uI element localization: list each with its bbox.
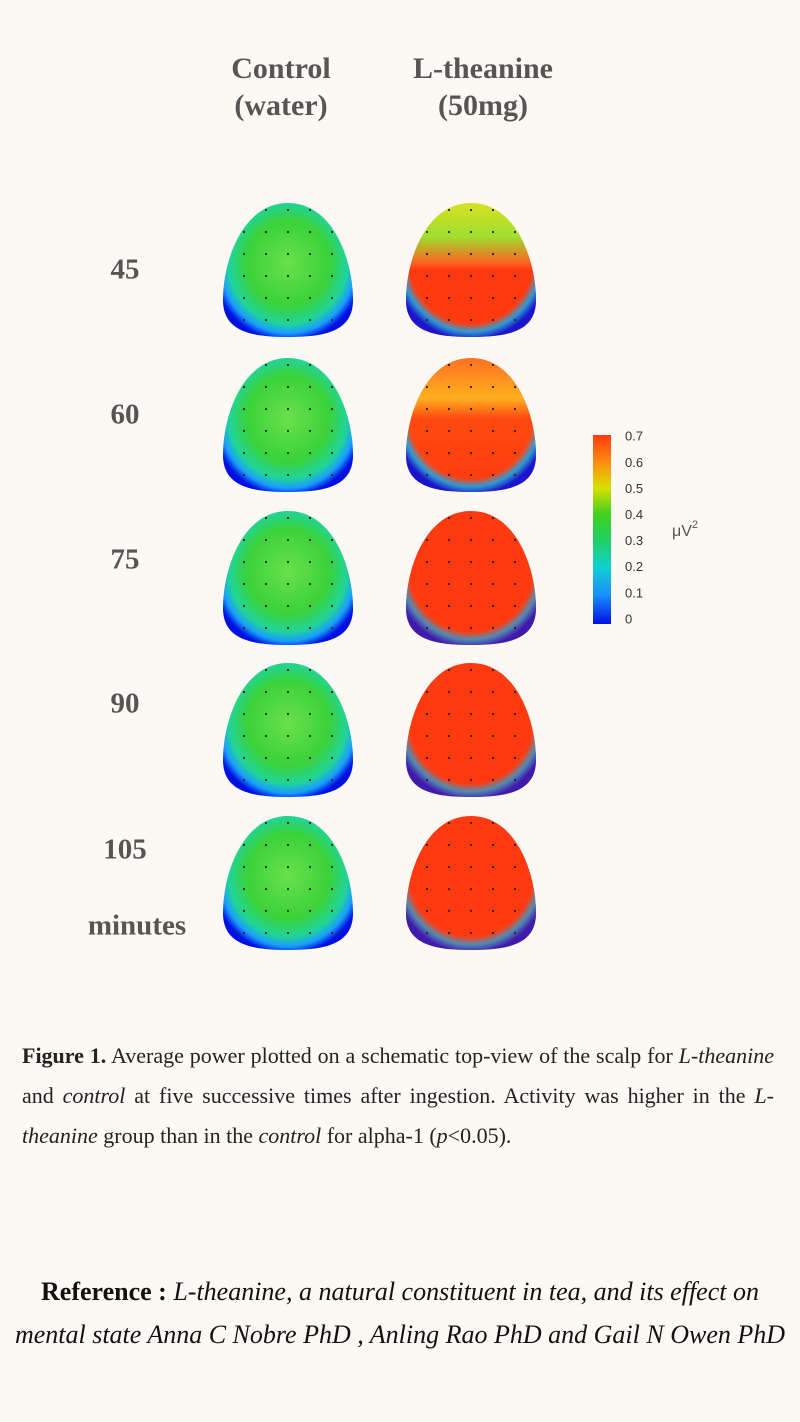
electrodes [223, 663, 353, 797]
reference-label: Reference : [41, 1277, 167, 1306]
colorbar [593, 435, 611, 624]
figure: μV2 minutes Control (water) L-theanine (50m… [88, 52, 698, 950]
electrodes [406, 203, 536, 337]
electrodes [223, 816, 353, 950]
caption-italic: L-theanine [678, 1043, 774, 1068]
caption-text: group than in the [97, 1123, 259, 1148]
scalp-map [406, 358, 536, 492]
electrodes [406, 663, 536, 797]
scalp-map [406, 511, 536, 645]
colorbar-tick: 0.4 [625, 507, 643, 522]
row-label: 105 [103, 834, 147, 866]
column-header: Control [231, 52, 330, 85]
caption-label: Figure 1. [22, 1043, 107, 1068]
row-label: 75 [111, 544, 140, 576]
colorbar-tick: 0.3 [625, 533, 643, 548]
electrodes [406, 358, 536, 492]
column-header: (water) [234, 89, 327, 122]
colorbar-tick: 0.1 [625, 585, 643, 600]
scalp-map [223, 511, 353, 645]
scalp-map [406, 816, 536, 950]
unit-base: μV [672, 523, 692, 540]
scalp-map [223, 816, 353, 950]
reference: Reference : L-theanine, a natural consti… [10, 1270, 790, 1356]
colorbar-tick: 0.6 [625, 455, 643, 470]
scalp-maps [223, 203, 536, 950]
caption-italic: L-theanine [22, 1083, 774, 1148]
scalp-map [406, 203, 536, 337]
caption-text: at five successive times after ingestion… [125, 1083, 755, 1108]
caption-text: for alpha-1 ( [321, 1123, 437, 1148]
scalp-map [223, 663, 353, 797]
electrodes [223, 511, 353, 645]
colorbar-tick: 0 [625, 611, 632, 626]
colorbar-tick: 0.7 [625, 429, 643, 444]
electrodes [406, 816, 536, 950]
unit-sup: 2 [692, 519, 698, 531]
scalp-map [223, 203, 353, 337]
caption-italic: p [436, 1123, 448, 1148]
row-label: 45 [111, 254, 140, 286]
caption: Figure 1. Average power plotted on a sch… [22, 1036, 774, 1156]
electrodes [406, 511, 536, 645]
scalp-map [223, 358, 353, 492]
scalp-map [406, 663, 536, 797]
caption-text: Average power plotted on a schematic top… [106, 1043, 679, 1068]
row-unit: minutes [88, 910, 186, 942]
caption-text: <0.05). [447, 1123, 512, 1148]
caption-italic: control [62, 1083, 126, 1108]
caption-italic: control [258, 1123, 322, 1148]
row-label: 60 [111, 399, 140, 431]
electrodes [223, 203, 353, 337]
colorbar-unit: μV2 [672, 519, 698, 540]
reference-text: L-theanine, a natural constituent in tea… [14, 1277, 786, 1349]
electrodes [223, 358, 353, 492]
caption-text: and [22, 1083, 63, 1108]
colorbar-tick: 0.5 [625, 481, 643, 496]
colorbar-tick: 0.2 [625, 559, 643, 574]
row-label: 90 [111, 688, 140, 720]
column-header: (50mg) [438, 89, 528, 122]
column-header: L-theanine [413, 52, 553, 85]
